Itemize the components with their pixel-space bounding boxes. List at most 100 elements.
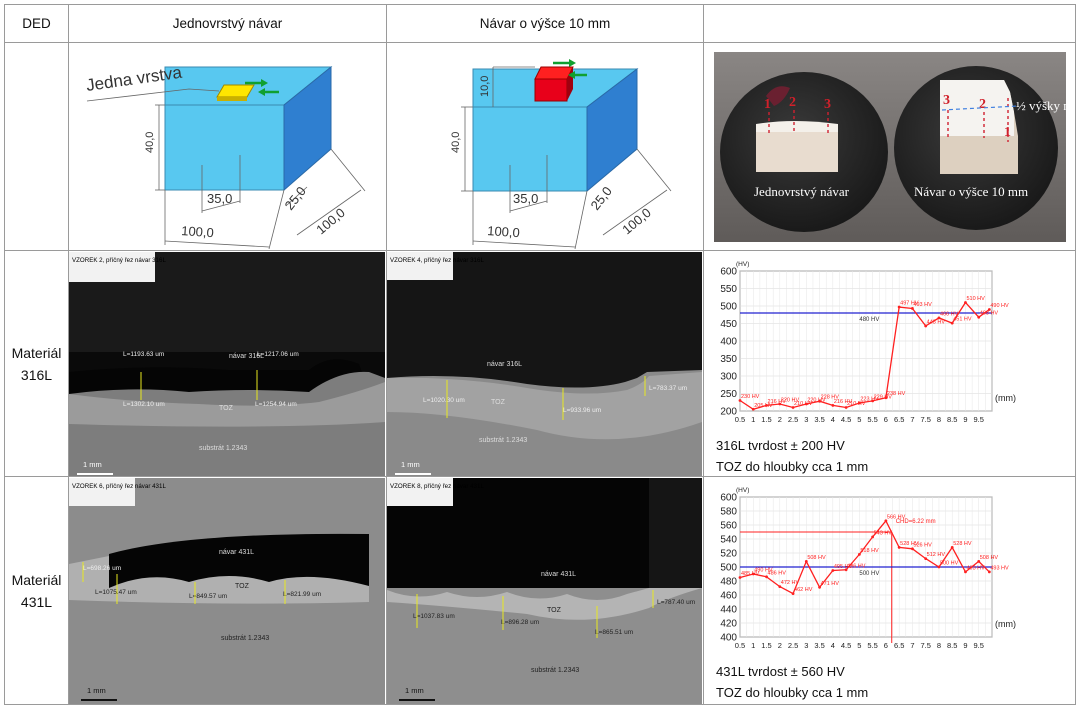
haz-label: TOZ [219,405,234,412]
arrow-icon [569,58,576,67]
dim-height: 40,0 [144,131,156,152]
photo-label-left: Jednovrstvý návar [754,184,850,199]
data-label: 220 HV [807,398,826,404]
measure-label: L=1193.63 um [123,351,164,358]
x-tick-label: 2 [778,415,782,424]
x-axis-label: (mm) [995,393,1016,403]
average-label: 500 HV [859,571,879,577]
x-tick-label: 4.5 [841,415,851,424]
data-point [897,305,901,309]
deposit-yellow-edge [217,96,247,101]
substrate-label: substrát 1.2343 [199,445,247,452]
measure-label: L=896.28 um [501,619,539,626]
x-tick-label: 9.5 [974,415,984,424]
x-tick-label: 9 [963,641,967,650]
y-tick-label: 540 [720,535,737,546]
data-label: 490 HV [754,568,773,574]
x-tick-label: 2.5 [788,641,798,650]
data-point [871,399,875,403]
substrate-label: substrát 1.2343 [479,437,527,444]
data-label: 490 HV [990,303,1009,309]
data-label: 223 HV [860,396,879,402]
hardness-chart-316l-cell: 200 250 300 350 400 450 500 550 600 0.5 1 1.5 2 2.5 3 3… [703,250,1076,477]
x-tick-label: 6 [884,415,888,424]
deposit-label: návar 431L [541,571,576,578]
deposit-label: návar 316L [487,361,522,368]
point-label: 3 [824,97,831,112]
row-label-316l: Materiál 316L [4,250,69,477]
x-tick-label: 7 [910,641,914,650]
y-tick-label: 520 [720,549,737,560]
data-point [964,301,967,304]
diagram-10mm-deposit: 10,0 40,0 35,0 100,0 25,0 100,0 [386,42,704,251]
data-label: 230 HV [741,394,760,400]
data-label: 216 HV [768,399,787,405]
dim-length-side: 100,0 [313,204,348,236]
caption-316l-hardness: 316L tvrdost ± 200 HV [716,438,845,453]
measure-label: L=849.57 um [189,593,227,600]
point-label: 3 [943,93,950,108]
y-tick-label: 200 [720,407,737,418]
series-line [739,301,990,410]
data-label: 510 HV [966,296,985,302]
measure-label: L=698.26 um [83,565,121,572]
data-label: 486 HV [768,570,787,576]
y-tick-label: 560 [720,521,737,532]
y-axis-label: (HV) [736,261,749,268]
header-10mm-deposit: Návar o výšce 10 mm [386,4,704,43]
data-point [950,546,954,549]
annotation-half-height: ½ výšky návaru [1016,98,1066,113]
data-label: 495 HV [834,564,853,570]
measure-label: L=1254.94 um [255,401,297,408]
data-point [791,406,795,409]
data-point [911,307,914,310]
y-tick-label: 400 [720,337,737,348]
data-label: 508 HV [807,555,826,561]
deposit-yellow [216,84,255,97]
x-tick-label: 3.5 [814,415,824,424]
data-point [818,399,821,403]
x-tick-label: 8.5 [947,641,957,650]
comparison-table: DED Jednovrstvý návar Návar o výšce 10 m… [4,4,1076,705]
header-ded: DED [4,4,69,43]
data-label: 493 HV [966,565,985,571]
x-tick-label: 1.5 [761,415,771,424]
data-point [950,321,954,325]
data-label: 500 HV [940,561,959,567]
scale-bar-label: 1 mm [405,686,424,695]
y-tick-label: 500 [720,302,737,313]
data-point [964,570,967,574]
empty-cell [4,42,69,251]
data-point [804,402,808,406]
data-point [987,308,991,311]
measure-label: L=821.99 um [283,591,321,598]
dim-length-side: 100,0 [619,204,654,236]
data-point [751,572,755,576]
y-tick-label: 350 [720,354,737,365]
data-point [778,402,782,406]
data-label: 466 HV [940,311,959,317]
point-label: 1 [1004,125,1011,140]
x-tick-label: 0.5 [735,415,745,424]
haz-label: TOZ [235,583,250,590]
sample-photo: 1 2 3 3 2 1 ½ výšky návaru Jedno [703,42,1076,251]
data-point [844,406,848,409]
row-label-431l: Materiál 431L [4,476,69,705]
substrate-label: substrát 1.2343 [221,635,269,642]
y-tick-label: 250 [720,389,737,400]
measure-label: L=865.51 um [595,629,633,636]
data-label: 220 HV [781,398,800,404]
data-point [818,585,821,589]
x-tick-label: 1 [751,415,755,424]
header-single-layer: Jednovrstvý návar [68,4,387,43]
point-label: 2 [979,97,986,112]
caption-431l-hardness: 431L tvrdost ± 560 HV [716,664,845,679]
x-tick-label: 8.5 [947,415,957,424]
y-tick-label: 440 [720,605,737,616]
data-label: 468 HV [980,311,999,317]
data-point [778,585,782,588]
deposit-label: návar 316L [229,353,264,360]
data-point [924,557,928,560]
data-point [884,519,888,523]
caption-316l-haz: TOZ do hloubky cca 1 mm [716,459,869,474]
